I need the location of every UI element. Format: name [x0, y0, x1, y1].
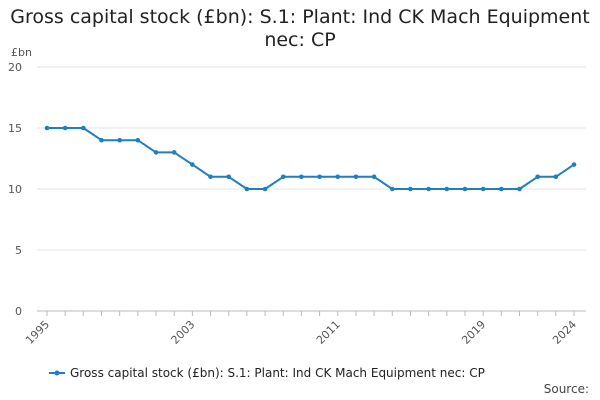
data-point [262, 186, 268, 192]
y-tick-label: 20 [8, 61, 22, 74]
y-tick-label: 0 [15, 305, 22, 318]
data-point [480, 186, 486, 192]
data-point [444, 186, 450, 192]
data-point [299, 174, 304, 180]
data-point [99, 137, 104, 143]
data-point [171, 150, 177, 155]
data-point [135, 137, 141, 143]
data-point [517, 186, 522, 192]
y-tick-label: 15 [8, 122, 22, 135]
gridlines [37, 66, 586, 251]
x-tick-label: 2011 [314, 318, 343, 347]
data-point [62, 125, 68, 131]
data-point [153, 150, 159, 155]
data-point [117, 137, 122, 143]
data-point [81, 125, 86, 131]
x-tick-label: 2019 [459, 318, 488, 347]
data-point [280, 174, 286, 180]
x-tick-label: 2024 [550, 318, 579, 347]
y-tick-label: 5 [15, 244, 22, 257]
data-point [426, 186, 431, 192]
source-label: Source: [544, 382, 589, 396]
data-point [499, 186, 504, 192]
data-point [353, 174, 359, 180]
data-point [44, 125, 50, 131]
data-point [408, 186, 413, 192]
data-point [571, 162, 577, 167]
data-point [335, 174, 341, 180]
data-point [190, 162, 195, 167]
data-point [553, 174, 559, 180]
data-point [208, 174, 213, 180]
legend-swatch-marker [54, 370, 60, 376]
axes: 0 5 10 15 20 1995 2003 2011 2019 2024 [8, 61, 586, 347]
x-tick-label: 2003 [169, 318, 198, 347]
data-point [389, 186, 395, 192]
y-tick-label: 10 [8, 183, 22, 196]
series-layer [44, 125, 577, 192]
x-tick-label: 1995 [23, 318, 52, 347]
legend: Gross capital stock (£bn): S.1: Plant: I… [49, 366, 485, 380]
series-line [47, 127, 575, 190]
data-point [317, 174, 322, 180]
chart-title: Gross capital stock (£bn): S.1: Plant: I… [10, 6, 590, 51]
data-point [244, 186, 250, 192]
y-axis-unit-label: £bn [11, 46, 32, 59]
data-point [226, 174, 232, 180]
data-point [371, 174, 377, 180]
legend-entry: Gross capital stock (£bn): S.1: Plant: I… [70, 366, 485, 380]
data-point [535, 174, 540, 180]
data-point [462, 186, 468, 192]
